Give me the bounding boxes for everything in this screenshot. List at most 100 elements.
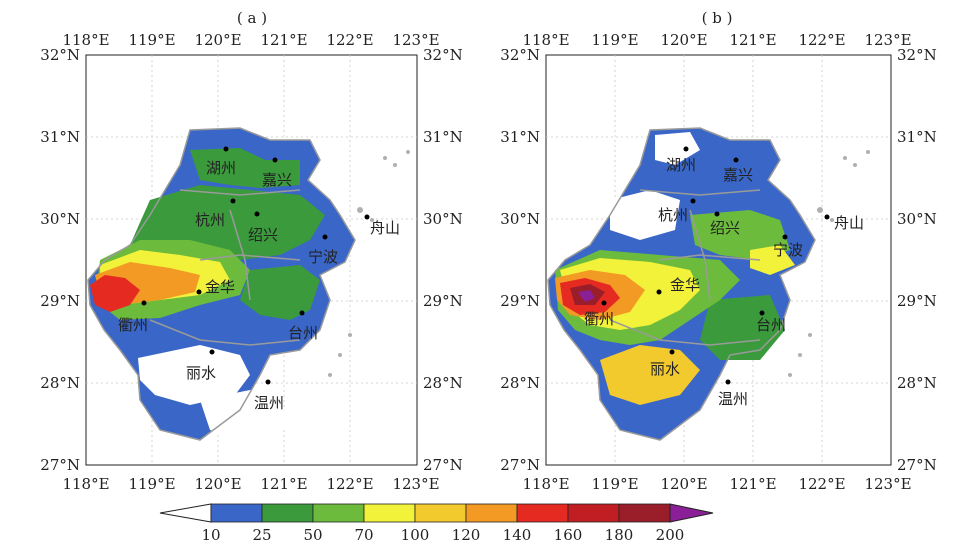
- coastline-islands: [788, 150, 870, 377]
- city-markers: [601, 146, 830, 385]
- city-marker: [265, 379, 271, 385]
- y-tick-label: 30°N: [500, 210, 540, 228]
- y-tick-labels-left: 32°N 31°N 30°N 29°N 28°N 27°N: [500, 46, 540, 474]
- map-panel-a: ( a ): [0, 0, 486, 500]
- x-tick-label: 122°E: [326, 475, 373, 493]
- colorbar-label: 10: [201, 526, 220, 544]
- x-tick-label: 121°E: [260, 475, 307, 493]
- colorbar-segment: [618, 503, 671, 523]
- map-panel-b: ( b ): [460, 0, 946, 500]
- colorbar: 10 25 50 70 100 120 140 160 180 200: [0, 495, 972, 545]
- colorbar-label: 100: [401, 526, 430, 544]
- city-label: 舟山: [834, 214, 864, 232]
- x-tick-label: 122°E: [798, 475, 845, 493]
- city-marker: [759, 310, 765, 316]
- colorbar-segment: [363, 503, 416, 523]
- x-tick-label: 123°E: [864, 31, 911, 49]
- x-tick-labels-top: 118°E 119°E 120°E 121°E 122°E 123°E: [62, 31, 439, 49]
- x-tick-label: 123°E: [392, 475, 439, 493]
- precipitation-field: [548, 128, 815, 440]
- city-label: 杭州: [658, 206, 688, 224]
- x-tick-label: 123°E: [864, 475, 911, 493]
- city-marker: [230, 198, 236, 204]
- precipitation-field: [88, 128, 355, 440]
- colorbar-segment: [414, 503, 467, 523]
- x-tick-labels-top: 118°E 119°E 120°E 121°E 122°E 123°E: [522, 31, 911, 49]
- city-label: 金华: [670, 276, 700, 294]
- x-tick-label: 120°E: [660, 31, 707, 49]
- city-marker: [690, 198, 696, 204]
- panel-label: ( a ): [237, 9, 267, 27]
- colorbar-label: 180: [605, 526, 634, 544]
- city-marker: [272, 157, 278, 163]
- y-tick-label: 27°N: [500, 456, 540, 474]
- coastline-islands: [328, 150, 410, 377]
- y-tick-label: 29°N: [500, 292, 540, 310]
- city-label: 绍兴: [710, 219, 740, 237]
- city-label: 宁波: [308, 248, 338, 266]
- x-tick-label: 121°E: [260, 31, 307, 49]
- colorbar-segment: [567, 503, 620, 523]
- city-labels: 湖州 嘉兴 杭州 绍兴 舟山 宁波 金华 衢州 台州 丽水 温州: [584, 156, 864, 408]
- x-tick-label: 119°E: [128, 475, 175, 493]
- colorbar-label: 50: [303, 526, 322, 544]
- x-tick-label: 120°E: [660, 475, 707, 493]
- city-label: 湖州: [206, 159, 236, 177]
- y-tick-label: 31°N: [423, 128, 463, 146]
- city-label: 温州: [254, 394, 284, 412]
- city-label: 衢州: [118, 316, 148, 334]
- x-tick-label: 121°E: [729, 31, 776, 49]
- city-marker: [725, 379, 731, 385]
- x-tick-labels-bottom: 118°E 119°E 120°E 121°E 122°E 123°E: [522, 475, 911, 493]
- x-tick-label: 119°E: [591, 31, 638, 49]
- colorbar-segment: [210, 503, 263, 523]
- colorbar-segment: [261, 503, 314, 523]
- x-tick-label: 122°E: [798, 31, 845, 49]
- x-tick-label: 121°E: [729, 475, 776, 493]
- city-marker: [714, 211, 720, 217]
- city-label: 杭州: [195, 211, 225, 229]
- province-borders: [547, 127, 816, 441]
- city-marker: [669, 349, 675, 355]
- x-tick-label: 118°E: [522, 475, 569, 493]
- colorbar-label: 25: [252, 526, 271, 544]
- y-tick-label: 29°N: [897, 292, 937, 310]
- y-tick-label: 31°N: [500, 128, 540, 146]
- y-tick-label: 32°N: [423, 46, 463, 64]
- y-tick-labels-right: 32°N 31°N 30°N 29°N 28°N 27°N: [423, 46, 463, 474]
- city-marker: [141, 300, 147, 306]
- colorbar-label: 140: [503, 526, 532, 544]
- y-tick-label: 27°N: [897, 456, 937, 474]
- y-tick-label: 30°N: [423, 210, 463, 228]
- city-label: 湖州: [666, 156, 696, 174]
- y-tick-label: 31°N: [40, 128, 80, 146]
- panel-label: ( b ): [702, 9, 733, 27]
- city-marker: [733, 157, 739, 163]
- city-labels: 湖州 嘉兴 杭州 绍兴 舟山 宁波 金华 衢州 台州 丽水 温州: [118, 159, 400, 412]
- city-marker: [656, 289, 662, 295]
- y-tick-label: 28°N: [423, 374, 463, 392]
- colorbar-segment: [669, 503, 714, 523]
- x-tick-label: 120°E: [194, 475, 241, 493]
- colorbar-label: 70: [354, 526, 373, 544]
- y-tick-labels-left: 32°N 31°N 30°N 29°N 28°N 27°N: [40, 46, 80, 474]
- y-tick-label: 32°N: [40, 46, 80, 64]
- colorbar-label: 160: [554, 526, 583, 544]
- city-label: 衢州: [584, 310, 614, 328]
- city-marker: [364, 214, 370, 220]
- city-marker: [254, 211, 260, 217]
- y-tick-label: 27°N: [40, 456, 80, 474]
- x-tick-labels-bottom: 118°E 119°E 120°E 121°E 122°E 123°E: [62, 475, 439, 493]
- city-label: 台州: [288, 324, 318, 342]
- x-tick-label: 119°E: [591, 475, 638, 493]
- colorbar-svg: 10 25 50 70 100 120 140 160 180 200: [159, 503, 714, 544]
- city-marker: [209, 349, 215, 355]
- colorbar-segment: [516, 503, 569, 523]
- y-tick-label: 28°N: [500, 374, 540, 392]
- y-tick-label: 28°N: [40, 374, 80, 392]
- x-tick-label: 122°E: [326, 31, 373, 49]
- x-tick-label: 118°E: [62, 475, 109, 493]
- y-tick-label: 30°N: [897, 210, 937, 228]
- colorbar-segment: [159, 503, 212, 523]
- city-marker: [299, 310, 305, 316]
